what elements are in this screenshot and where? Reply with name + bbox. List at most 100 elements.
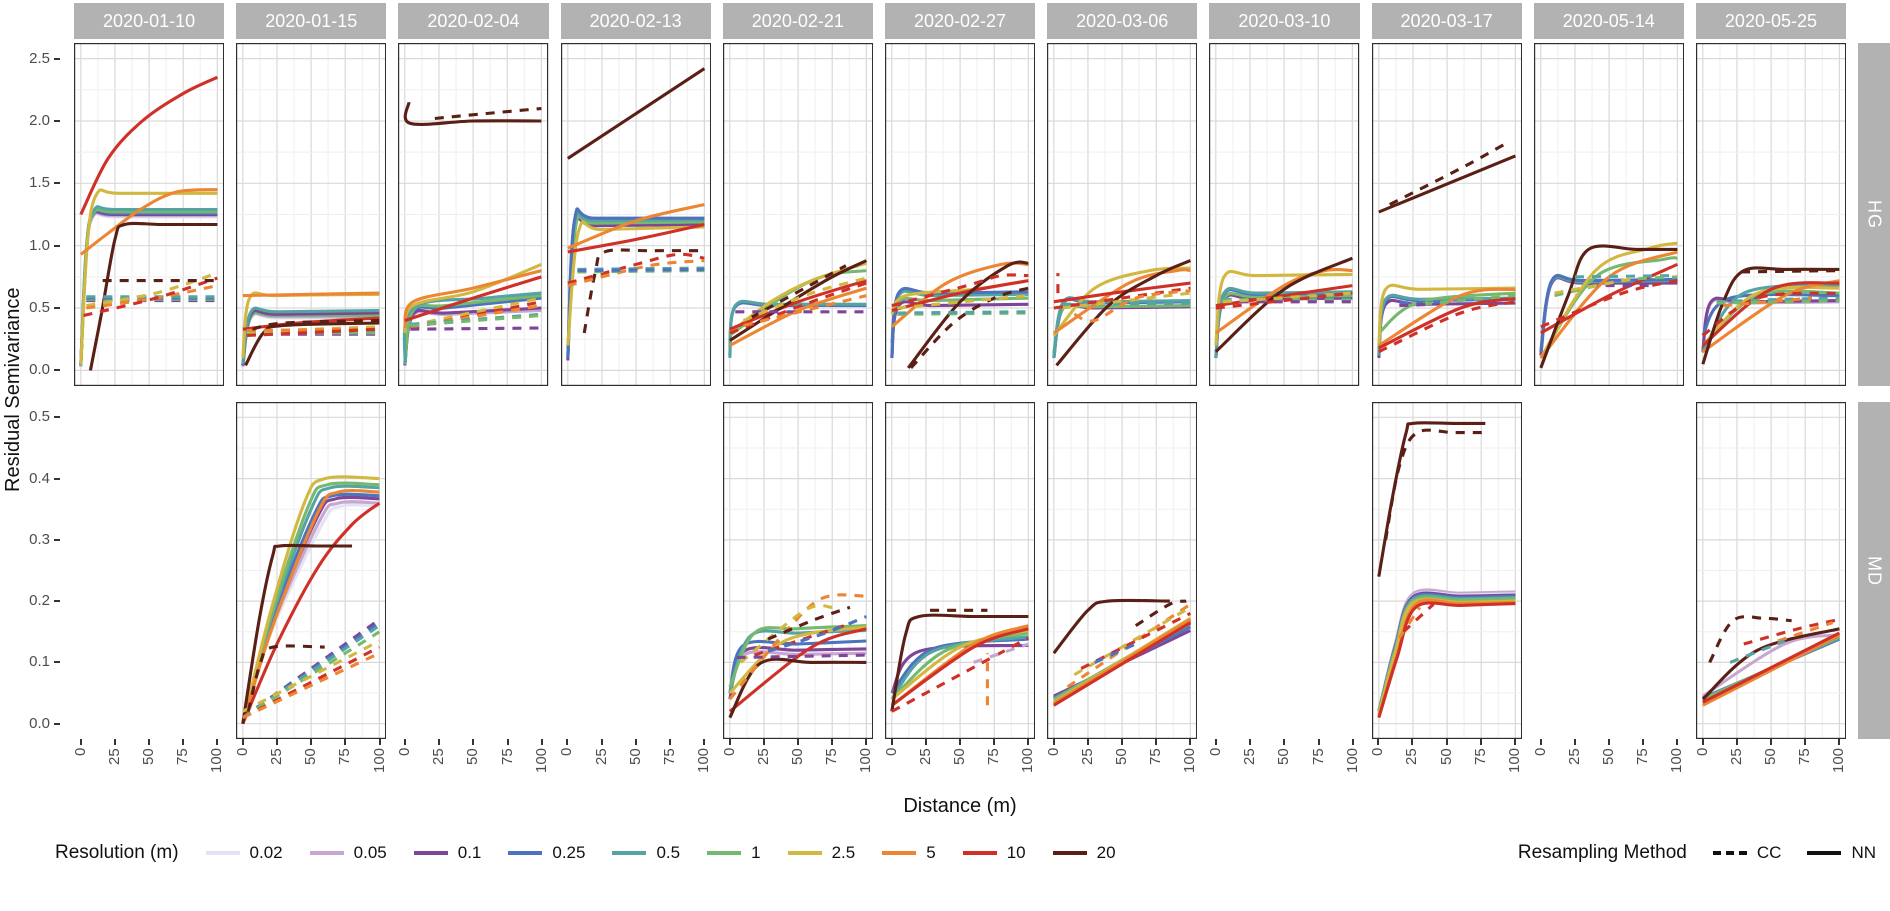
y-tick-label: 1.5 <box>29 174 50 192</box>
line-res-0.1-CC <box>1398 302 1434 308</box>
y-tick-label: 2.0 <box>29 111 50 129</box>
line-res-20-NN <box>728 657 867 719</box>
x-tick-label: 50 <box>626 748 644 765</box>
line-res-0.5-CC <box>242 624 381 719</box>
x-tick-label: 75 <box>1633 748 1651 765</box>
line-res-10-CC <box>1053 286 1191 310</box>
y-tick-mark <box>54 57 60 60</box>
facet-panel-HG-2020-02-27 <box>884 43 1036 386</box>
line-res-10-NN <box>1376 601 1515 719</box>
line-res-2.5-CC <box>1061 291 1191 310</box>
facet-strip-2020-05-25: 2020-05-25 <box>1695 3 1847 39</box>
x-ticks-2020-02-13: 0 25 50 75 100 <box>558 739 712 793</box>
line-res-10-NN <box>1701 281 1840 347</box>
line-res-0.25-CC <box>576 267 704 273</box>
gridlines <box>236 43 387 386</box>
facet-panel-MD-2020-02-21 <box>722 402 873 739</box>
panel-canvas-HG-2020-02-04 <box>398 43 549 386</box>
line-res-0.1-CC <box>736 653 867 660</box>
panel-border <box>236 43 387 386</box>
legend-swatch-1 <box>707 851 742 855</box>
x-tick-mark <box>1317 739 1320 745</box>
line-res-10-CC <box>1377 300 1516 354</box>
line-res-10-CC <box>891 636 1030 713</box>
x-tick-mark <box>865 739 868 745</box>
line-res-10-CC <box>566 252 705 285</box>
x-tick-mark <box>216 739 219 745</box>
x-tick-mark <box>668 739 671 745</box>
line-res-2.5-NN <box>565 220 704 346</box>
y-tick-mark <box>54 477 60 480</box>
x-tick-label: 100 <box>1181 748 1199 774</box>
x-tick-label: 25 <box>430 748 448 765</box>
facet-panel-MD-2020-05-14 <box>1534 402 1684 739</box>
line-res-2.5-NN <box>1539 241 1678 359</box>
legend-swatch-0.5 <box>612 851 647 855</box>
line-res-0.25-CC <box>242 621 381 719</box>
y-tick-mark <box>54 244 60 247</box>
line-res-20-NN <box>1539 244 1678 369</box>
x-tick-label: 25 <box>1403 748 1421 765</box>
x-ticks-2020-01-15: 0 25 50 75 100 <box>234 739 388 793</box>
line-res-2.5-CC <box>1553 276 1637 295</box>
x-ticks-2020-01-10: 0 25 50 75 100 <box>72 739 225 793</box>
x-tick-mark <box>566 739 569 745</box>
legend-swatch-0.05 <box>309 851 344 855</box>
x-tick-label: 0 <box>558 748 576 757</box>
line-res-5-CC <box>1397 606 1421 639</box>
line-res-2.5-CC <box>897 294 1029 310</box>
x-tick-mark <box>634 739 637 745</box>
line-res-10-NN <box>1053 621 1192 707</box>
x-tick-label: 0 <box>1693 748 1711 757</box>
x-tick-label: 75 <box>822 748 840 765</box>
x-tick-label: 100 <box>532 748 550 774</box>
legend-method-group: Resampling Method CC NN <box>1518 842 1876 864</box>
x-ticks-2020-02-04: 0 25 50 75 100 <box>396 739 550 793</box>
x-tick-label: 25 <box>1727 748 1745 765</box>
line-res-2.5-CC <box>739 603 833 664</box>
line-res-10-CC <box>1743 617 1840 646</box>
panel-canvas-MD-2020-03-06 <box>1047 402 1198 739</box>
y-tick-mark <box>54 661 60 664</box>
line-res-2.5-CC <box>1222 291 1353 304</box>
x-tick-label: 50 <box>951 748 969 765</box>
facet-strip-row-MD: MD <box>1858 402 1890 739</box>
x-tick-label: 50 <box>140 748 158 765</box>
x-tick-mark <box>1052 739 1055 745</box>
line-res-0.25-NN <box>1538 273 1678 352</box>
panel-canvas-HG-2020-01-10 <box>74 43 225 386</box>
gridlines <box>1209 43 1360 386</box>
line-res-2.5-CC <box>1073 605 1192 677</box>
line-res-5-NN <box>242 291 380 298</box>
legend-label-1: 1 <box>751 843 761 862</box>
y-tick-label: 0.3 <box>29 530 50 548</box>
line-res-2.5-NN <box>79 188 218 365</box>
x-tick-label: 75 <box>498 748 516 765</box>
legend-resolution-title: Resolution (m) <box>55 842 179 863</box>
gridlines <box>560 43 711 386</box>
x-tick-mark <box>1155 739 1158 745</box>
y-tick-label: 1.0 <box>29 236 50 254</box>
x-tick-mark <box>378 739 381 745</box>
x-tick-mark <box>796 739 799 745</box>
strip-left-spacer <box>0 3 62 39</box>
x-tick-mark <box>1351 739 1354 745</box>
legend: Resolution (m) 0.02 0.05 0.1 0.25 0.5 1 2.5 5 10… <box>55 842 1876 864</box>
x-tick-mark <box>1377 739 1380 745</box>
x-axis-title: Distance (m) <box>903 795 1017 817</box>
line-res-10-NN <box>1053 281 1191 304</box>
legend-swatch-2.5 <box>787 851 822 855</box>
x-tick-label: 0 <box>1369 748 1387 757</box>
x-tick-mark <box>890 739 893 745</box>
x-tick-mark <box>506 739 509 745</box>
gridlines <box>722 402 873 739</box>
panel-border <box>884 402 1036 739</box>
line-res-5-CC <box>247 327 380 333</box>
line-res-10-NN <box>241 501 381 725</box>
x-tick-mark <box>242 739 244 745</box>
panel-canvas-MD-2020-05-25 <box>1695 402 1847 739</box>
x-tick-label: 50 <box>464 748 482 765</box>
x-ticks-2020-03-17: 0 25 50 75 100 <box>1369 739 1523 793</box>
row-strip-label-HG: HG <box>1864 200 1885 229</box>
x-tick-label: 100 <box>694 748 712 774</box>
